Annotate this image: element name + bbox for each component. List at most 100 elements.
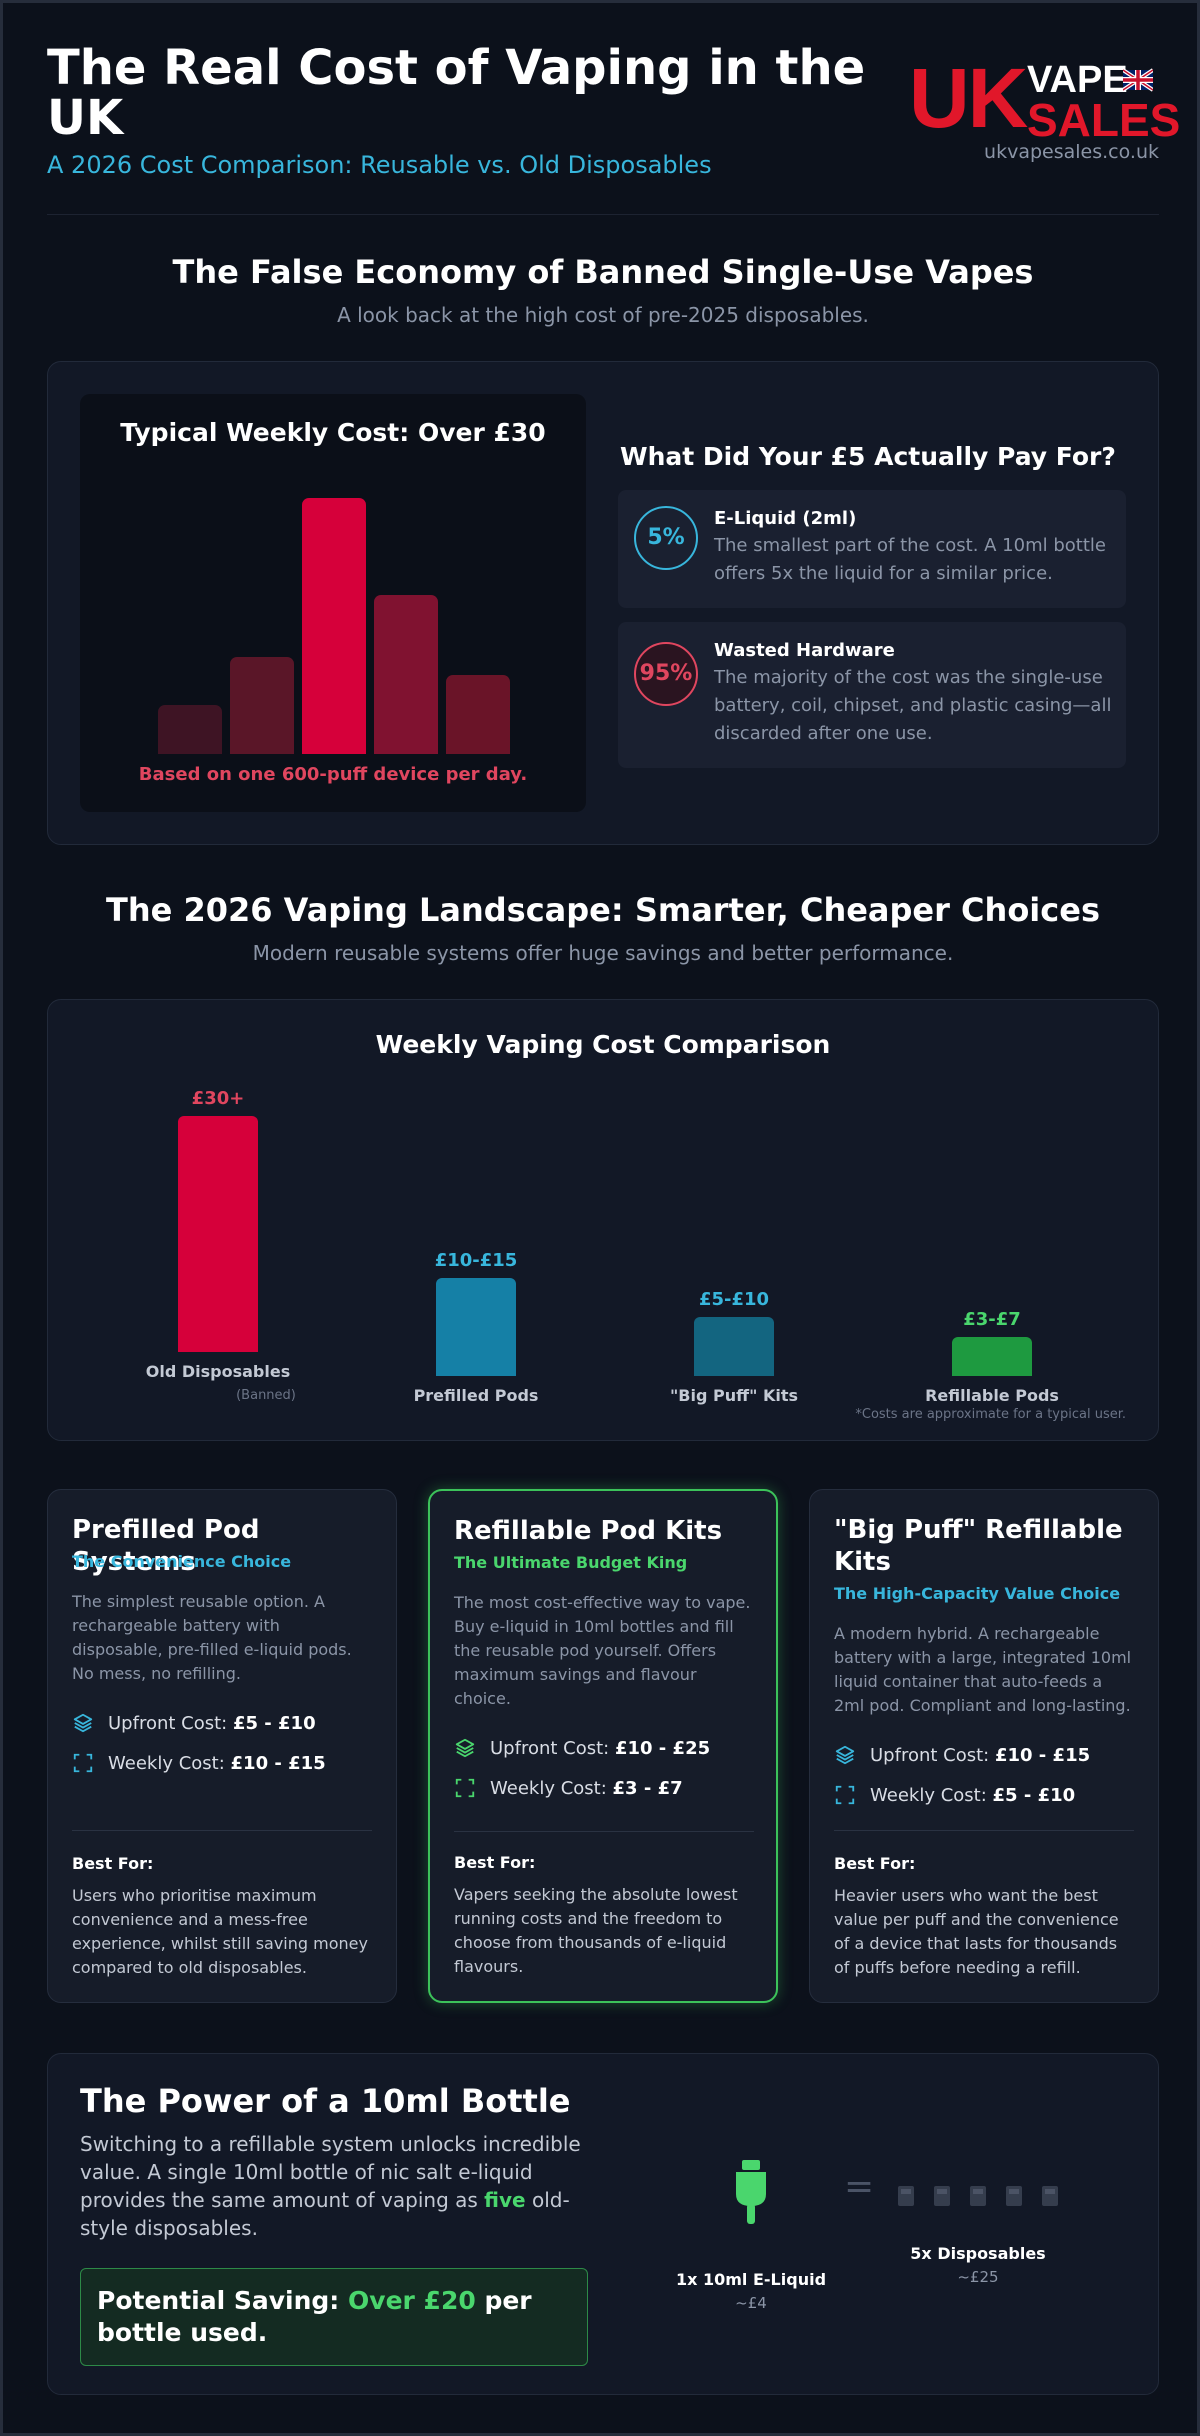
upfront-cost-row: Upfront Cost: £10 - £25	[454, 1737, 710, 1759]
expand-icon	[835, 1785, 855, 1805]
eliquid-bottle-icon	[736, 2160, 766, 2224]
brand-logo[interactable]: UK VAPE SALES	[909, 55, 1180, 143]
card-title: "Big Puff" Refillable Kits	[834, 1515, 1123, 1577]
uk-flag-icon	[1123, 68, 1153, 92]
weekly-cost-row: Weekly Cost: £3 - £7	[454, 1777, 683, 1799]
card-divider	[454, 1831, 754, 1832]
disposables-price: ~£25	[957, 2268, 999, 2286]
weekly-cost-note: Based on one 600-puff device per day.	[138, 764, 528, 785]
card-tag: The Convenience Choice	[72, 1552, 292, 1571]
card-refillable-pods[interactable]: Refillable Pod Kits The Ultimate Budget …	[428, 1489, 778, 2003]
disposables-label: 5x Disposables	[910, 2244, 1046, 2263]
weekly-label: Weekly Cost:	[108, 1753, 225, 1774]
weekly-cost-bar	[302, 498, 366, 754]
comparison-value-label: £3-£7	[963, 1309, 1021, 1330]
comparison-value-label: £5-£10	[698, 1289, 770, 1310]
disposable-icon	[1042, 2186, 1058, 2206]
old-disposables-banned-note: (Banned)	[236, 1388, 296, 1403]
eliquid-text: The smallest part of the cost. A 10ml bo…	[714, 535, 1106, 584]
upfront-label: Upfront Cost:	[490, 1738, 610, 1759]
eliquid-heading: E-Liquid (2ml)	[714, 508, 857, 529]
layers-icon	[455, 1738, 475, 1758]
weekly-cost-row: Weekly Cost: £10 - £15	[72, 1752, 326, 1774]
best-for-label: Best For:	[834, 1854, 916, 1873]
best-for-text: Vapers seeking the absolute lowest runni…	[454, 1885, 738, 1976]
page-subtitle: A 2026 Cost Comparison: Reusable vs. Old…	[47, 151, 712, 179]
best-for-text: Heavier users who want the best value pe…	[834, 1886, 1119, 1977]
section1-subtitle: A look back at the high cost of pre-2025…	[337, 303, 869, 327]
upfront-cost-row: Upfront Cost: £10 - £15	[834, 1744, 1090, 1766]
cost-comparison-panel: Weekly Vaping Cost Comparison £30+ Old Di…	[47, 999, 1159, 1441]
comparison-value-label: £10-£15	[434, 1250, 518, 1271]
saving-label: Potential Saving:	[97, 2286, 349, 2315]
page-title: The Real Cost of Vaping in the UK	[47, 40, 866, 146]
disposable-icon	[898, 2186, 914, 2206]
best-for-label: Best For:	[72, 1854, 154, 1873]
upfront-value: £5 - £10	[232, 1713, 316, 1734]
section2-subtitle: Modern reusable systems offer huge savin…	[252, 941, 954, 965]
section1-title: The False Economy of Banned Single-Use V…	[172, 253, 1034, 291]
card-title: Prefilled Pod Systems	[72, 1515, 260, 1577]
card-tag: The Ultimate Budget King	[454, 1553, 688, 1572]
upfront-label: Upfront Cost:	[108, 1713, 228, 1734]
disposable-icon	[1006, 2186, 1022, 2206]
card-divider	[834, 1830, 1134, 1831]
comparison-category-label: Refillable Pods	[925, 1386, 1059, 1405]
bottle-value-panel: The Power of a 10ml Bottle Switching to …	[47, 2053, 1159, 2395]
weekly-cost-bar	[158, 705, 222, 754]
disposable-icon	[970, 2186, 986, 2206]
layers-icon	[73, 1713, 93, 1733]
header: The Real Cost of Vaping in the UK A 2026…	[47, 40, 1180, 215]
bottle-text-part: Switching to a refillable system unlocks…	[80, 2132, 581, 2212]
layers-icon	[835, 1745, 855, 1765]
card-divider	[72, 1830, 372, 1831]
weekly-label: Weekly Cost:	[490, 1778, 607, 1799]
comparison-category-label: "Big Puff" Kits	[669, 1386, 799, 1405]
expand-icon	[73, 1753, 93, 1773]
comparison-footnote: *Costs are approximate for a typical use…	[855, 1407, 1126, 1422]
pay-breakdown-title: What Did Your £5 Actually Pay For?	[620, 442, 1116, 471]
weekly-value: £3 - £7	[612, 1778, 683, 1799]
upfront-value: £10 - £25	[614, 1738, 711, 1759]
potential-saving-text: Potential Saving: Over £20 per bottle us…	[97, 2285, 557, 2349]
comparison-bar	[952, 1337, 1032, 1376]
saving-value: Over £20	[348, 2286, 476, 2315]
hardware-heading: Wasted Hardware	[714, 640, 895, 661]
weekly-cost-chart: Typical Weekly Cost: Over £30 Based on o…	[80, 394, 586, 812]
card-prefilled-pods[interactable]: Prefilled Pod Systems The Convenience Ch…	[47, 1489, 397, 2003]
bottle-text-highlight: five	[484, 2188, 526, 2212]
eliquid-price: ~£4	[735, 2294, 767, 2312]
saving-suffix: per bottle used.	[97, 2286, 532, 2347]
bottle-text: Switching to a refillable system unlocks…	[80, 2130, 600, 2242]
comparison-bar	[694, 1317, 774, 1376]
expand-icon	[455, 1778, 475, 1798]
hardware-percent-badge: 95%	[634, 642, 698, 706]
bottle-title: The Power of a 10ml Bottle	[80, 2082, 571, 2120]
weekly-label: Weekly Cost:	[870, 1785, 987, 1806]
logo-uk-text: UK	[909, 51, 1028, 145]
card-tag: The High-Capacity Value Choice	[834, 1584, 1121, 1603]
card-description: The most cost-effective way to vape. Buy…	[454, 1593, 751, 1708]
upfront-cost-row: Upfront Cost: £5 - £10	[72, 1712, 316, 1734]
logo-vape-text: VAPE	[1027, 59, 1128, 101]
upfront-label: Upfront Cost:	[870, 1745, 990, 1766]
card-big-puff-kits[interactable]: "Big Puff" Refillable Kits The High-Capa…	[809, 1489, 1159, 2003]
comparison-category-label: Old Disposables	[145, 1362, 291, 1381]
weekly-value: £10 - £15	[230, 1753, 326, 1774]
hardware-text: The majority of the cost was the single-…	[714, 667, 1112, 744]
weekly-value: £5 - £10	[992, 1785, 1076, 1806]
card-title: Refillable Pod Kits	[454, 1516, 723, 1546]
false-economy-panel: Typical Weekly Cost: Over £30 Based on o…	[47, 361, 1159, 845]
eliquid-cost-card: 5% E-Liquid (2ml) The smallest part of t…	[618, 490, 1126, 608]
section2-title: The 2026 Vaping Landscape: Smarter, Chea…	[106, 891, 1100, 929]
best-for-label: Best For:	[454, 1853, 536, 1872]
disposable-icon	[934, 2186, 950, 2206]
comparison-bar	[178, 1116, 258, 1352]
weekly-cost-bar	[374, 595, 438, 754]
comparison-chart-title: Weekly Vaping Cost Comparison	[375, 1030, 831, 1059]
weekly-cost-row: Weekly Cost: £5 - £10	[834, 1784, 1075, 1806]
upfront-value: £10 - £15	[994, 1745, 1091, 1766]
site-url[interactable]: ukvapesales.co.uk	[984, 141, 1159, 163]
potential-saving-box: Potential Saving: Over £20 per bottle us…	[80, 2268, 588, 2366]
